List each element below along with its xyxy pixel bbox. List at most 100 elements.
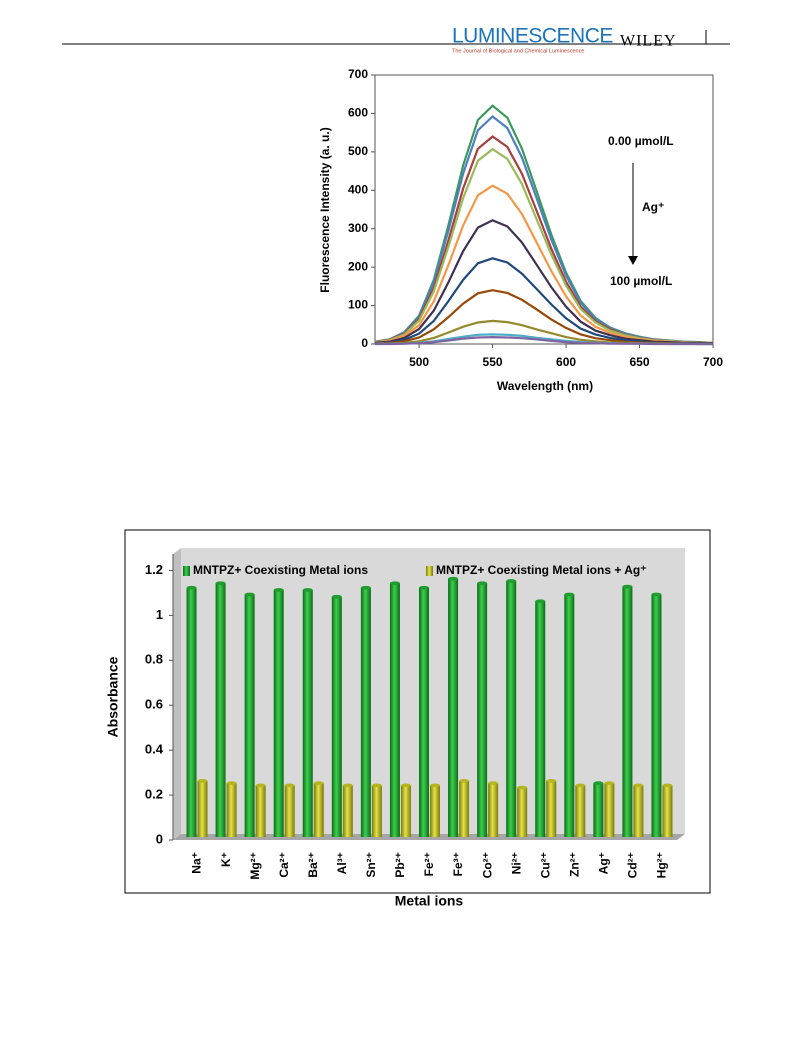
y-tick-label: 1 xyxy=(156,607,163,622)
x-tick-label: Ag⁺ xyxy=(597,852,611,874)
x-tick-label: 700 xyxy=(703,355,723,369)
bar-cap xyxy=(662,783,673,788)
bar-cap xyxy=(430,783,440,788)
x-tick-label: K⁺ xyxy=(219,852,233,867)
x-tick-label: Hg²⁺ xyxy=(655,852,669,878)
bar-cap xyxy=(448,576,459,581)
bar xyxy=(604,783,615,837)
y-tick-label: 500 xyxy=(348,144,368,158)
journal-subtitle: The Journal of Biological and Chemical L… xyxy=(452,48,584,54)
bar-cap xyxy=(302,588,313,592)
bar xyxy=(575,785,586,837)
y-axis-label: Absorbance xyxy=(105,656,121,737)
bar-cap xyxy=(651,592,662,597)
bar-cap xyxy=(371,783,382,788)
y-tick-label: 100 xyxy=(348,298,368,312)
bar-cap xyxy=(488,781,499,785)
bar-cap xyxy=(255,783,266,788)
plot-side xyxy=(173,548,181,840)
bar xyxy=(273,589,284,837)
bar-cap xyxy=(546,779,557,783)
bar xyxy=(215,583,226,837)
bar xyxy=(389,583,400,837)
bar-cap xyxy=(633,783,644,788)
publisher: WILEY xyxy=(620,33,677,50)
journal-name: LUMINESCENCE xyxy=(452,25,613,48)
bar-cap xyxy=(244,592,255,597)
bar-cap xyxy=(517,785,528,790)
bar-cap xyxy=(575,783,586,788)
y-tick-label: 0.8 xyxy=(145,652,163,667)
annotation-arrowhead xyxy=(628,256,638,265)
x-tick-label: Mg²⁺ xyxy=(248,852,262,880)
y-tick-label: 0.6 xyxy=(145,697,163,712)
bar xyxy=(517,787,528,837)
y-tick-label: 400 xyxy=(348,182,368,196)
bar xyxy=(488,783,499,837)
x-tick-label: Pb²⁺ xyxy=(393,852,407,878)
x-tick-label: Ba²⁺ xyxy=(306,852,320,878)
x-tick-label: 550 xyxy=(483,355,503,369)
y-tick-label: 600 xyxy=(348,106,368,120)
bar xyxy=(662,785,673,837)
bar xyxy=(593,783,604,837)
bar-cap xyxy=(284,783,295,788)
annotation: 0.00 µmol/L xyxy=(608,134,674,148)
bar xyxy=(459,780,470,837)
bar-cap xyxy=(360,585,371,590)
bar-cap xyxy=(535,599,546,603)
y-tick-label: 0 xyxy=(361,336,368,350)
bar xyxy=(226,783,237,837)
bar-cap xyxy=(459,779,470,783)
x-tick-label: Zn²⁺ xyxy=(567,852,581,877)
spectrum-line xyxy=(375,335,713,346)
x-axis-label: Wavelength (nm) xyxy=(497,379,593,393)
bar xyxy=(400,785,411,837)
bar xyxy=(197,780,208,837)
bar-cap xyxy=(313,781,324,785)
bar-cap xyxy=(604,781,615,785)
bar-cap xyxy=(342,783,353,788)
bar xyxy=(244,594,255,837)
bar xyxy=(419,587,429,837)
bar xyxy=(371,785,382,837)
y-tick-label: 0 xyxy=(156,831,163,846)
bar xyxy=(302,589,313,837)
y-axis-label: Fluorescence Intensity (a. u.) xyxy=(318,127,332,292)
bar-cap xyxy=(226,781,237,785)
bar xyxy=(535,601,546,837)
x-tick-label: Al³⁺ xyxy=(335,852,349,874)
legend-label: MNTPZ+ Coexisting Metal ions xyxy=(193,563,368,577)
bar xyxy=(360,587,371,837)
x-tick-label: Sn²⁺ xyxy=(364,852,378,878)
annotation: 100 µmol/L xyxy=(610,274,672,288)
bar-cap xyxy=(273,588,284,592)
bar xyxy=(255,785,266,837)
y-tick-label: 0.4 xyxy=(145,742,164,757)
x-tick-label: 650 xyxy=(630,355,650,369)
bar xyxy=(506,580,517,837)
x-tick-label: Ni²⁺ xyxy=(509,852,523,874)
bar-cap xyxy=(186,585,197,590)
x-axis-label: Metal ions xyxy=(395,893,464,909)
bar-cap xyxy=(331,594,342,599)
x-tick-label: Fe³⁺ xyxy=(451,852,465,876)
bar xyxy=(622,586,633,837)
bar-cap xyxy=(215,581,226,585)
y-tick-label: 300 xyxy=(348,221,368,235)
x-tick-label: 600 xyxy=(556,355,576,369)
bar xyxy=(313,783,324,837)
bar xyxy=(477,583,488,837)
annotation: Ag⁺ xyxy=(642,200,664,214)
bar-cap xyxy=(593,781,604,785)
y-tick-label: 1.2 xyxy=(145,562,163,577)
x-tick-label: Ca²⁺ xyxy=(277,852,291,878)
y-tick-label: 200 xyxy=(348,259,368,273)
bar xyxy=(448,578,459,837)
bar xyxy=(564,594,575,837)
y-tick-label: 700 xyxy=(348,67,368,81)
x-tick-label: Fe²⁺ xyxy=(422,852,436,876)
bar-cap xyxy=(197,779,208,783)
